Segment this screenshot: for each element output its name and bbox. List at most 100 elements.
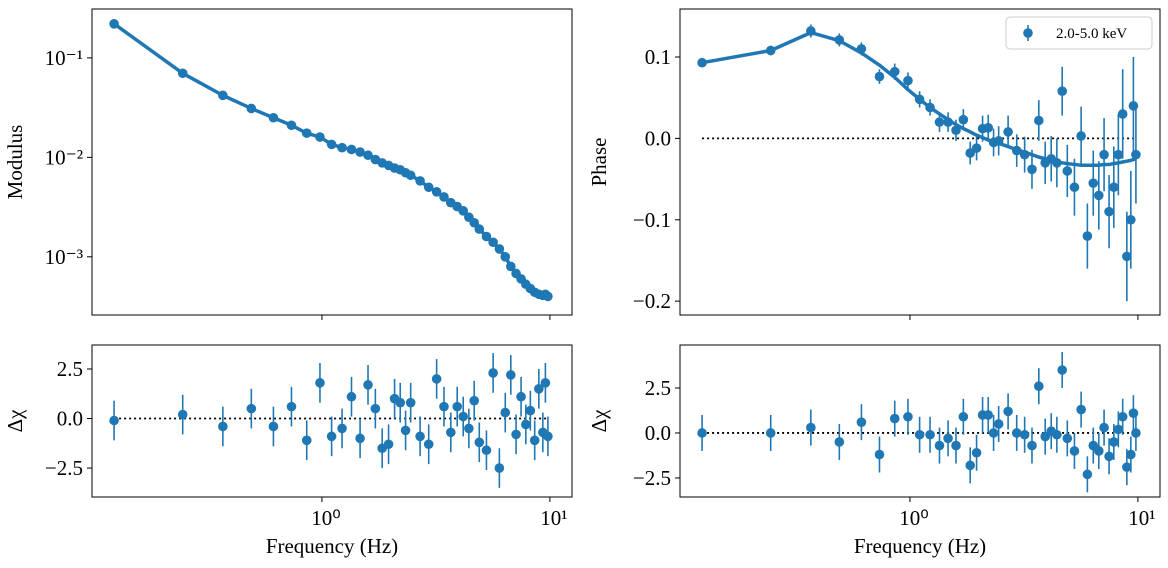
data-point [1126, 449, 1136, 460]
data-point [1069, 446, 1080, 456]
data-point [1027, 440, 1037, 451]
y-tick-label: 10⁻³ [45, 245, 83, 269]
y-tick-label: 0.0 [57, 407, 83, 431]
x-tick-label: 10¹ [540, 506, 567, 530]
data-point [446, 427, 456, 438]
data-point [983, 410, 994, 420]
data-point [934, 117, 945, 127]
data-point [993, 419, 1004, 429]
y-tick-label: 0.0 [645, 421, 671, 445]
y-tick-label: 2.5 [57, 357, 83, 381]
panel: 0.1 0.0 −0.1 −0.2 Phase 2.0-5.0 keV [587, 8, 1161, 320]
data-point [1019, 429, 1030, 440]
data-point [415, 176, 425, 186]
data-point [1027, 164, 1037, 175]
data-point [423, 182, 434, 193]
data-point [543, 431, 553, 442]
data-point [431, 187, 442, 197]
data-point [177, 409, 188, 420]
panel: 2.5 0.0 −2.5 10⁰ 10¹ Δχ Frequency (Hz) [3, 344, 573, 558]
y-tick-label: −0.1 [633, 208, 671, 232]
data-point [889, 413, 900, 424]
y-tick-label: 10⁻¹ [45, 46, 83, 70]
data-point [452, 401, 462, 412]
data-point [494, 463, 505, 473]
data-point [506, 261, 516, 272]
data-point [481, 445, 492, 456]
data-point [1088, 178, 1099, 188]
plot-frame [91, 8, 573, 316]
data-point [971, 447, 982, 458]
y-tick-label: 0.0 [645, 126, 671, 150]
data-point [983, 123, 994, 133]
data-point [458, 206, 468, 216]
data-point [874, 71, 885, 82]
y-axis-label: Phase [587, 138, 611, 187]
data-point [246, 103, 257, 114]
data-point [405, 397, 416, 408]
data-point [1003, 127, 1013, 137]
data-point [1131, 149, 1141, 160]
y-axis-label: Δχ [3, 409, 27, 433]
data-point [109, 19, 119, 29]
data-point [423, 439, 434, 450]
data-point [1113, 149, 1124, 160]
data-point [346, 391, 357, 402]
y-tick-label: 10⁻² [45, 145, 83, 169]
data-point [326, 139, 337, 150]
data-point [268, 112, 279, 123]
data-point [464, 423, 474, 434]
data-point [971, 143, 982, 153]
data-point [506, 370, 516, 380]
y-tick-label: 2.5 [645, 376, 671, 400]
data-point [516, 391, 526, 402]
y-axis-label: Δχ [587, 409, 611, 433]
data-point [346, 144, 357, 155]
data-point [286, 120, 297, 131]
data-point [925, 429, 935, 440]
data-point [534, 383, 544, 394]
data-point [458, 411, 468, 422]
x-axis-label: Frequency (Hz) [266, 534, 398, 558]
data-point [958, 411, 969, 422]
data-point [1082, 231, 1093, 241]
x-tick-label: 10⁰ [899, 506, 928, 530]
data-point [326, 431, 337, 442]
data-point [1052, 429, 1062, 440]
legend: 2.0-5.0 keV [1005, 16, 1153, 50]
data-point [1128, 101, 1139, 111]
data-point [474, 224, 485, 234]
data-point [400, 425, 411, 436]
data-point [1034, 381, 1044, 391]
data-point [246, 403, 257, 414]
plot-frame [679, 8, 1161, 316]
data-point [958, 114, 969, 125]
y-tick-label: −2.5 [633, 466, 671, 490]
x-tick-label: 10⁰ [311, 506, 340, 530]
x-tick-label: 10¹ [1128, 506, 1155, 530]
data-point [268, 421, 279, 432]
data-point [370, 403, 381, 414]
data-point [355, 433, 365, 444]
data-point [474, 437, 485, 448]
data-point [1104, 451, 1114, 462]
data-point [1057, 365, 1068, 375]
legend-label: 2.0-5.0 keV [1056, 26, 1127, 42]
data-point [363, 380, 373, 390]
data-point [834, 437, 845, 447]
plot-frame [91, 344, 573, 498]
data-point [469, 395, 480, 406]
data-point [521, 419, 531, 430]
y-tick-label: −0.2 [633, 289, 671, 313]
data-point [1117, 411, 1128, 422]
data-point [405, 170, 416, 181]
y-tick-label: 0.1 [645, 45, 671, 69]
data-point [1057, 86, 1068, 96]
data-point [943, 433, 953, 444]
data-point [1122, 462, 1132, 472]
data-point [337, 142, 347, 153]
data-point [540, 378, 551, 388]
legend-box [1005, 16, 1153, 50]
data-point [301, 128, 312, 138]
